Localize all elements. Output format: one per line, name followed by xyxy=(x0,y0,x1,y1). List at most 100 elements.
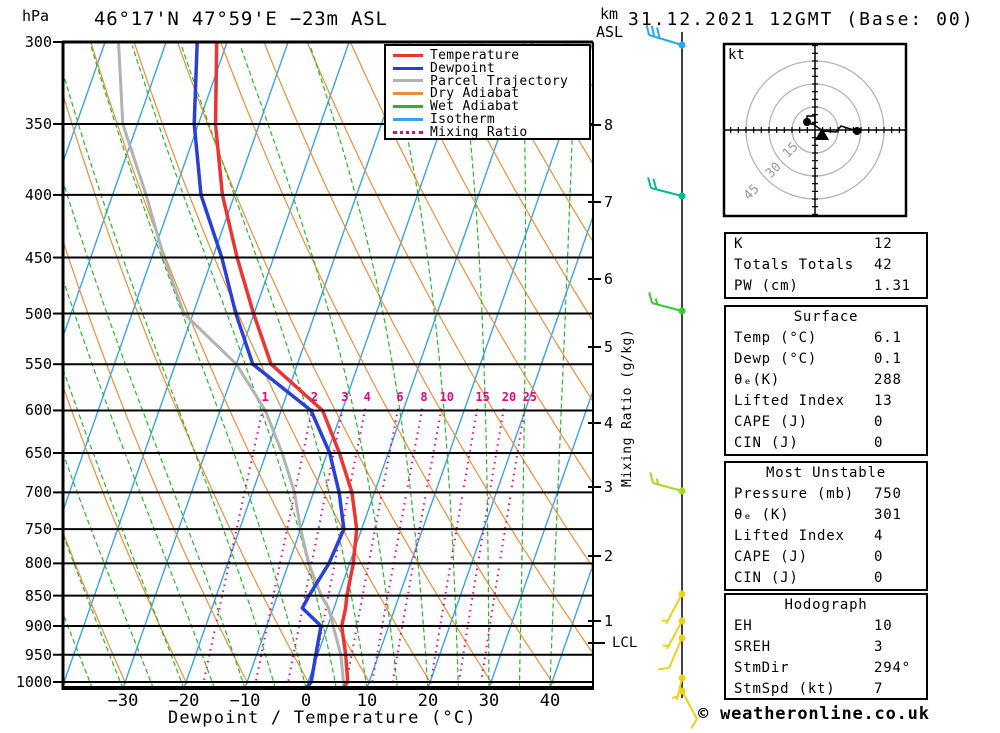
mixing-ratio-value-label: 8 xyxy=(420,390,428,404)
wet-adiabat-line xyxy=(549,45,576,688)
stat-value: 288 xyxy=(874,372,902,388)
wind-barb xyxy=(662,617,686,650)
pressure-tick-label: 650 xyxy=(24,444,52,462)
km-axis-unit-asl: ASL xyxy=(596,23,624,41)
stat-value: 3 xyxy=(874,639,884,655)
legend: Temperature Dewpoint Parcel Trajectory Dry … xyxy=(384,44,591,140)
mixing-ratio-line xyxy=(391,408,443,682)
isotherm-line xyxy=(63,42,167,339)
mixing-ratio-value-label: 6 xyxy=(396,390,404,404)
temp-tick-label: −10 xyxy=(229,691,261,711)
wet-adiabat-line xyxy=(386,45,459,688)
date-title: 31.12.2021 12GMT (Base: 00) xyxy=(628,9,975,30)
mixing-ratio-value-label: 15 xyxy=(475,390,490,404)
mixing-ratio-value-label: 1 xyxy=(261,390,269,404)
legend-line-sample xyxy=(393,105,423,109)
mixing-ratio-value-label: 10 xyxy=(439,390,455,404)
wind-barb xyxy=(657,634,686,671)
legend-line-sample xyxy=(393,79,423,83)
dry-adiabat-line xyxy=(176,42,494,685)
table-row: Dewp (°C) 0.1 xyxy=(726,349,926,370)
table-row: Lifted Index 13 xyxy=(726,391,926,412)
pressure-tick-label: 550 xyxy=(24,355,52,374)
wet-adiabat-line xyxy=(90,45,307,688)
pressure-tick-label: 800 xyxy=(24,554,52,573)
table-row: Temp (°C) 6.1 xyxy=(726,328,926,349)
stat-value: 10 xyxy=(874,618,893,634)
temp-tick-label: 0 xyxy=(300,691,312,711)
stat-label: SREH xyxy=(734,639,771,655)
pressure-tick-label: 700 xyxy=(24,483,52,502)
mixing-ratio-value-label: 20 xyxy=(501,390,517,404)
stat-label: K xyxy=(734,236,744,252)
table-row: SREH 3 xyxy=(726,637,926,658)
temp-tick-label: 40 xyxy=(539,691,561,711)
dry-adiabat-line xyxy=(63,92,310,685)
temp-tick-label: 30 xyxy=(478,691,500,711)
legend-item-label: Parcel Trajectory xyxy=(430,73,569,89)
mixing-ratio-line xyxy=(345,408,400,682)
table-row: CIN (J) 0 xyxy=(726,433,926,454)
wet-adiabat-line xyxy=(459,45,490,688)
wet-adiabat-line xyxy=(239,45,398,688)
dry-adiabat-line xyxy=(90,42,371,685)
temp-tick-label: −20 xyxy=(168,691,200,711)
stat-value: 13 xyxy=(874,393,893,409)
pressure-tick-label: 400 xyxy=(24,185,52,204)
table-row: CIN (J) 0 xyxy=(726,568,926,589)
surface-table: Surface Temp (°C) 6.1 Dewp (°C) 0.1 θₑ(K) 288… xyxy=(724,305,928,456)
page-title: 46°17'N 47°59'E −23m ASL xyxy=(94,8,388,30)
stat-label: StmSpd (kt) xyxy=(734,681,836,697)
temp-tick-label: 20 xyxy=(417,691,439,711)
table-row: θₑ(K) 288 xyxy=(726,370,926,391)
temp-tick-label: 10 xyxy=(356,691,378,711)
legend-item: Isotherm xyxy=(386,112,589,127)
dry-adiabat-line xyxy=(393,42,592,401)
stat-label: Pressure (mb) xyxy=(734,486,854,502)
most-unstable-table: Most Unstable Pressure (mb) 750 θₑ (K) 301 L… xyxy=(724,461,928,591)
stat-label: Temp (°C) xyxy=(734,330,818,346)
mixing-ratio-line xyxy=(430,408,479,682)
mixing-ratio-line xyxy=(371,408,424,682)
mixing-ratio-value-label: 2 xyxy=(310,390,318,404)
most-unstable-table-title: Most Unstable xyxy=(766,465,886,481)
legend-item: Parcel Trajectory xyxy=(386,73,589,89)
hodograph xyxy=(722,42,908,218)
dry-adiabat-line xyxy=(479,42,592,242)
stat-value: 7 xyxy=(874,681,884,697)
wet-adiabat-line xyxy=(63,179,246,688)
legend-item-label: Mixing Ratio xyxy=(430,124,528,140)
stat-label: CIN (J) xyxy=(734,435,799,451)
hodograph-square-marker xyxy=(806,115,816,125)
wet-adiabat-line xyxy=(180,45,368,688)
dry-adiabat-line xyxy=(263,42,592,653)
temp-tick-label: −30 xyxy=(107,691,139,711)
table-row: CAPE (J) 0 xyxy=(726,547,926,568)
pressure-tick-label: 1000 xyxy=(15,673,52,691)
legend-line-sample xyxy=(393,66,423,70)
pressure-tick-label: 300 xyxy=(24,33,52,51)
stat-label: CAPE (J) xyxy=(734,549,808,565)
lcl-marker-label: LCL xyxy=(612,635,638,651)
pressure-tick-label: 450 xyxy=(24,248,52,267)
pressure-tick-label: 900 xyxy=(24,616,52,635)
isotherm-line xyxy=(549,565,592,688)
mixing-ratio-value-label: 4 xyxy=(363,390,371,404)
stat-label: PW (cm) xyxy=(734,278,799,294)
legend-item-label: Temperature xyxy=(430,47,520,63)
km-tick-label: 3 xyxy=(604,478,614,496)
table-row: EH 10 xyxy=(726,616,926,637)
wet-adiabat-line xyxy=(0,46,1,689)
dry-adiabat-line xyxy=(63,239,249,685)
stat-label: CIN (J) xyxy=(734,570,799,586)
legend-line-sample xyxy=(393,53,423,57)
stat-value: 750 xyxy=(874,486,902,502)
legend-item: Temperature xyxy=(386,47,589,63)
stat-value: 0 xyxy=(874,414,884,430)
watermark: © weatheronline.co.uk xyxy=(698,704,930,724)
table-row: θₑ (K) 301 xyxy=(726,505,926,526)
legend-line-sample xyxy=(393,130,423,134)
table-row: PW (cm) 1.31 xyxy=(726,276,926,297)
wind-barb xyxy=(645,24,686,49)
